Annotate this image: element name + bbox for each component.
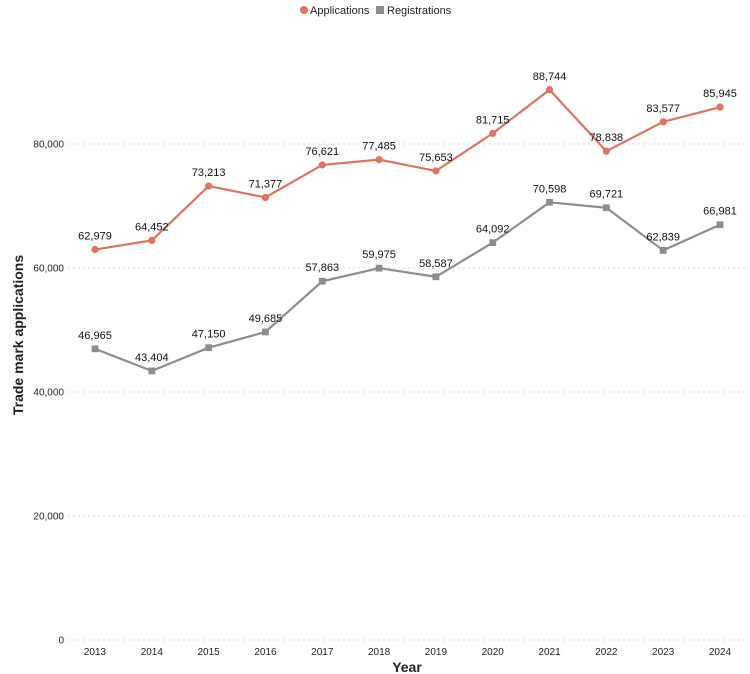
applications-point[interactable] <box>716 104 723 111</box>
applications-point[interactable] <box>91 246 98 253</box>
registrations-point[interactable] <box>262 329 269 336</box>
registrations-data-label: 62,839 <box>646 231 680 243</box>
y-axis-title: Trade mark applications <box>10 255 26 415</box>
registrations-data-label: 47,150 <box>192 329 226 341</box>
x-tick-label: 2016 <box>254 647 277 658</box>
applications-point[interactable] <box>262 194 269 201</box>
applications-data-label: 81,715 <box>476 114 510 126</box>
series-layer <box>91 86 723 374</box>
registrations-point[interactable] <box>660 247 667 254</box>
applications-point[interactable] <box>603 148 610 155</box>
y-tick-label: 20,000 <box>33 512 64 523</box>
x-tick-label: 2020 <box>482 647 505 658</box>
registrations-line <box>95 202 720 371</box>
applications-data-label: 78,838 <box>590 132 624 144</box>
registrations-data-label: 64,092 <box>476 224 510 236</box>
x-tick-label: 2013 <box>84 647 107 658</box>
registrations-data-label: 57,863 <box>305 262 339 274</box>
y-tick-label: 60,000 <box>33 264 64 275</box>
legend-label-applications: Applications <box>310 5 370 17</box>
legend-label-registrations: Registrations <box>387 5 452 17</box>
registrations-point[interactable] <box>205 344 212 351</box>
x-tick-label: 2014 <box>141 647 164 658</box>
registrations-point[interactable] <box>92 345 99 352</box>
applications-data-label: 77,485 <box>362 141 396 153</box>
registrations-point[interactable] <box>546 199 553 206</box>
registrations-data-label: 66,981 <box>703 206 737 218</box>
line-chart: Applications Registrations 0 20,000 40,000… <box>0 0 750 674</box>
registrations-data-label: 70,598 <box>533 183 567 195</box>
y-tick-label: 80,000 <box>33 140 64 151</box>
applications-point[interactable] <box>319 161 326 168</box>
legend: Applications Registrations <box>300 5 452 17</box>
gridlines <box>68 144 746 640</box>
legend-marker-applications <box>300 6 308 14</box>
applications-data-label: 71,377 <box>249 178 283 190</box>
registrations-data-label: 49,685 <box>249 313 283 325</box>
registrations-point[interactable] <box>489 239 496 246</box>
x-tick-label: 2022 <box>595 647 618 658</box>
x-tick-label: 2023 <box>652 647 675 658</box>
applications-data-label: 75,653 <box>419 152 453 164</box>
y-tick-label: 0 <box>58 636 64 647</box>
registrations-point[interactable] <box>148 367 155 374</box>
applications-point[interactable] <box>660 118 667 125</box>
legend-marker-registrations <box>376 6 384 14</box>
x-axis-ticks: 2013 2014 2015 2016 2017 2018 2019 2020 2021 2022… <box>84 647 732 658</box>
x-tick-label: 2018 <box>368 647 391 658</box>
legend-item-registrations[interactable]: Registrations <box>376 5 452 17</box>
applications-point[interactable] <box>489 130 496 137</box>
x-tick-label: 2021 <box>538 647 561 658</box>
applications-data-label: 62,979 <box>78 231 112 243</box>
registrations-data-label: 58,587 <box>419 258 453 270</box>
y-tick-label: 40,000 <box>33 388 64 399</box>
x-tick-label: 2015 <box>198 647 221 658</box>
registrations-point[interactable] <box>376 265 383 272</box>
x-axis-title: Year <box>392 659 422 674</box>
x-tick-label: 2019 <box>425 647 448 658</box>
applications-point[interactable] <box>148 237 155 244</box>
applications-data-label: 88,744 <box>533 71 567 83</box>
applications-data-label: 76,621 <box>305 146 339 158</box>
registrations-point[interactable] <box>319 278 326 285</box>
applications-data-label: 64,452 <box>135 221 169 233</box>
registrations-point[interactable] <box>433 273 440 280</box>
applications-line <box>95 90 720 250</box>
registrations-data-label: 46,965 <box>78 330 112 342</box>
registrations-point[interactable] <box>717 221 724 228</box>
registrations-data-label: 43,404 <box>135 352 169 364</box>
registrations-point[interactable] <box>603 204 610 211</box>
applications-data-label: 85,945 <box>703 88 737 100</box>
legend-item-applications[interactable]: Applications <box>300 5 370 17</box>
applications-point[interactable] <box>205 182 212 189</box>
y-axis-ticks: 0 20,000 40,000 60,000 80,000 <box>33 140 64 647</box>
applications-data-label: 73,213 <box>192 167 226 179</box>
applications-point[interactable] <box>375 156 382 163</box>
x-tick-label: 2024 <box>709 647 732 658</box>
x-tick-label: 2017 <box>311 647 334 658</box>
applications-point[interactable] <box>432 167 439 174</box>
applications-point[interactable] <box>546 86 553 93</box>
registrations-data-label: 69,721 <box>590 189 624 201</box>
applications-data-label: 83,577 <box>646 103 680 115</box>
registrations-data-label: 59,975 <box>362 249 396 261</box>
